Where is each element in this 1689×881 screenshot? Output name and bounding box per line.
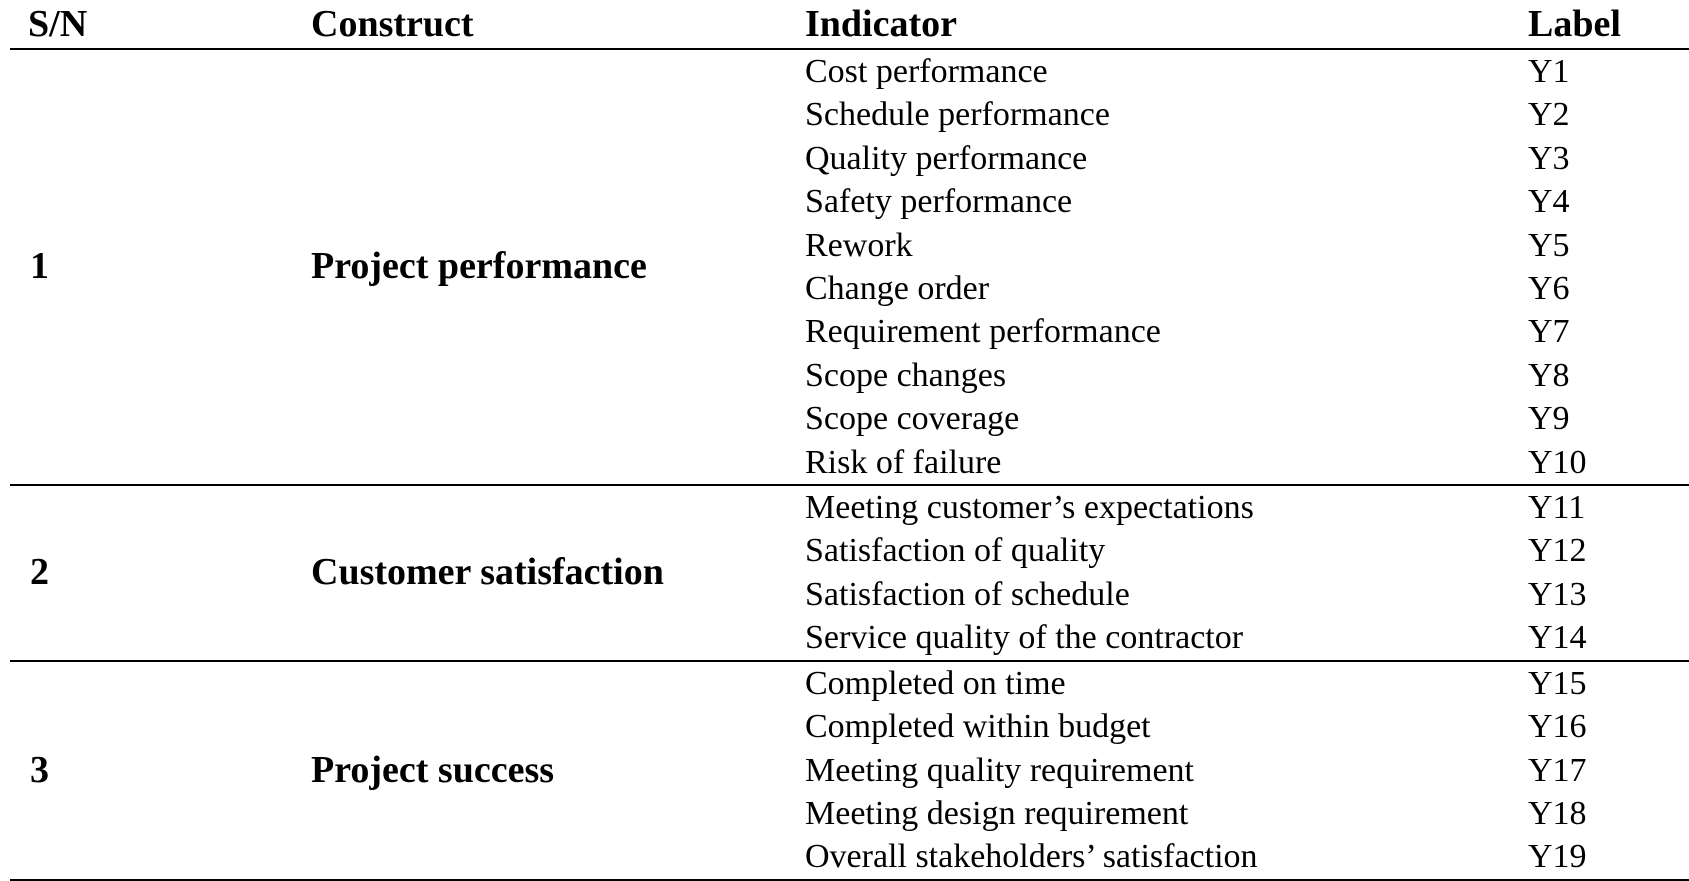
indicator-cell: Change order [805,270,990,308]
header-label: Label [1528,0,1689,50]
header-construct: Construct [155,0,805,50]
table-row: 2 Customer satisfaction Meeting customer’s… [10,485,1689,662]
indicator-table-container: S/N Construct Indicator Label 1 Project p… [10,0,1689,881]
label-cell: Y6 [1528,270,1570,308]
indicator-cell: Requirement performance [805,313,1161,351]
indicator-cell: Schedule performance [805,96,1110,134]
group-construct: Project performance [155,49,805,487]
indicator-cell: Quality performance [805,139,1088,177]
group-construct: Customer satisfaction [155,485,805,662]
table-row: Scope changes Y8 [10,354,1689,397]
group-sn: 3 [10,660,155,881]
label-cell: Y14 [1528,616,1689,662]
label-cell: Y10 [1528,440,1689,487]
group-construct: Project success [155,660,805,881]
label-cell: Y8 [1528,356,1570,394]
table-body: 1 Project performance Cost performance Y1 Sc… [10,49,1689,881]
indicator-cell: Satisfaction of schedule [805,575,1130,613]
indicator-cell: Overall stakeholders’ satisfaction [805,835,1528,881]
label-cell: Y12 [1528,532,1587,570]
indicator-cell: Cost performance [805,53,1048,90]
table-row: Rework Y5 [10,224,1689,267]
table-row: Completed within budget Y16 [10,705,1689,748]
indicator-cell: Safety performance [805,183,1073,221]
table-row: Quality performance Y3 [10,137,1689,180]
table-row: Satisfaction of schedule Y13 [10,573,1689,616]
indicator-cell: Risk of failure [805,440,1528,487]
table-row: Requirement performance Y7 [10,310,1689,353]
label-cell: Y9 [1528,400,1570,438]
table-row: Meeting design requirement Y18 [10,792,1689,835]
table-row: Overall stakeholders’ satisfaction Y19 [10,835,1689,881]
indicator-cell: Meeting customer’s expectations [805,489,1254,527]
table-row: 3 Project success Completed on time Y15 [10,660,1689,881]
indicator-cell: Completed within budget [805,708,1151,746]
table-row: Schedule performance Y2 [10,93,1689,136]
header-indicator: Indicator [805,0,1528,50]
header-sn: S/N [10,0,155,50]
label-cell: Y4 [1528,183,1570,221]
label-cell: Y17 [1528,751,1587,789]
label-cell: Y11 [1528,489,1586,527]
table-row: Risk of failure Y10 [10,440,1689,487]
group-sn: 2 [10,485,155,662]
table-row: Change order Y6 [10,267,1689,310]
table-header: S/N Construct Indicator Label [10,0,1689,50]
label-cell: Y16 [1528,708,1587,746]
group-sn: 1 [10,49,155,487]
table-row: Safety performance Y4 [10,180,1689,223]
indicator-cell: Meeting quality requirement [805,751,1194,789]
table-row: Scope coverage Y9 [10,397,1689,440]
label-cell: Y2 [1528,96,1570,134]
label-cell: Y7 [1528,313,1570,351]
indicator-cell: Meeting design requirement [805,794,1189,832]
indicator-cell: Completed on time [805,664,1066,702]
header-row: S/N Construct Indicator Label [10,0,1689,50]
label-cell: Y3 [1528,139,1570,177]
label-cell: Y1 [1528,53,1570,90]
table-row: Satisfaction of quality Y12 [10,529,1689,572]
label-cell: Y15 [1528,664,1587,702]
construct-indicator-table: S/N Construct Indicator Label 1 Project p… [10,0,1689,881]
indicator-cell: Scope coverage [805,400,1020,438]
table-row: Meeting quality requirement Y17 [10,749,1689,792]
label-cell: Y5 [1528,226,1570,264]
indicator-cell: Satisfaction of quality [805,532,1106,570]
table-row: 1 Project performance Cost performance Y1 [10,49,1689,487]
label-cell: Y18 [1528,794,1587,832]
label-cell: Y19 [1528,835,1689,881]
indicator-cell: Rework [805,226,913,264]
table-row: Service quality of the contractor Y14 [10,616,1689,662]
indicator-cell: Scope changes [805,356,1007,394]
label-cell: Y13 [1528,575,1587,613]
indicator-cell: Service quality of the contractor [805,616,1528,662]
